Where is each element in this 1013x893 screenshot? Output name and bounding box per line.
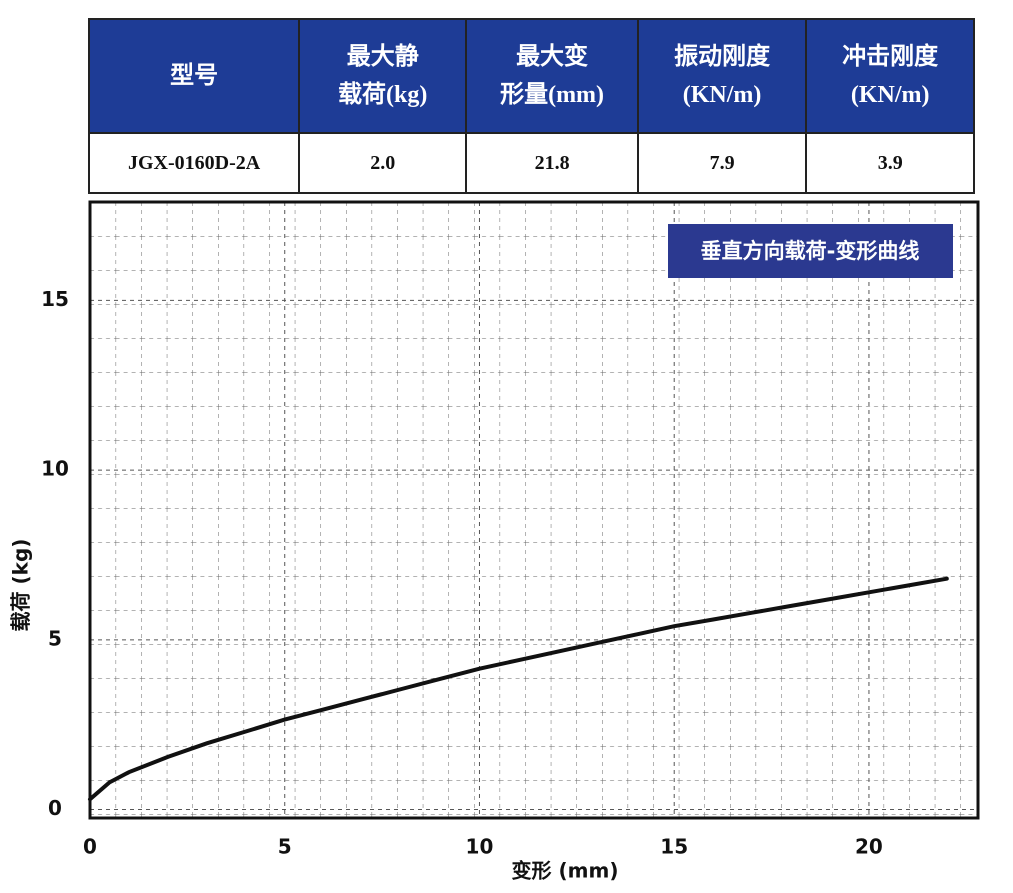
header-text: 型号 xyxy=(170,63,219,89)
header-cell: 最大静载荷(kg) xyxy=(298,18,468,134)
x-tick-label: 20 xyxy=(855,835,883,859)
y-axis-label: 载荷 (kg) xyxy=(9,539,33,632)
data-row: JGX-0160D-2A 2.0 21.8 7.9 3.9 xyxy=(87,132,975,194)
header-cell: 型号 xyxy=(87,18,301,134)
spec-table: 型号 最大静 载荷(kg) 最大变 形量(mm) 振动刚度 (KN/m) 冲击刚度 (KN/m)… xyxy=(87,18,975,194)
data-cell: 3.9 xyxy=(805,132,975,194)
header-text: 形量(mm) xyxy=(500,82,605,108)
header-text: 载荷(kg) xyxy=(338,82,428,108)
x-tick-label: 15 xyxy=(660,835,688,859)
header-cell: 冲击刚度 (KN/m) xyxy=(805,18,975,134)
x-tick-label: 5 xyxy=(278,835,292,859)
title-box xyxy=(668,224,953,278)
header-cell: 振动刚度 (KN/m) xyxy=(636,18,808,134)
header-cell: 最大变形量(mm) xyxy=(465,18,639,134)
plot-frame xyxy=(88,200,980,820)
data-cell: 7.9 xyxy=(636,132,808,194)
data-cell: 21.8 xyxy=(465,132,639,194)
header-text: (KN/m) xyxy=(682,82,762,108)
x-tick-label: 10 xyxy=(466,835,494,859)
y-tick-label: 15 xyxy=(41,287,69,311)
header-row: 型号 最大静 载荷(kg) 最大变 形量(mm) 振动刚度 (KN/m) 冲击刚度 (KN/m) xyxy=(87,18,975,134)
header-text: (KN/m) xyxy=(850,82,930,108)
data-cell: JGX-0160D-2A xyxy=(87,132,301,194)
header-text: 最大静 xyxy=(346,44,419,70)
y-tick-label: 5 xyxy=(48,626,62,650)
data-cell: 2.0 xyxy=(298,132,468,194)
y-tick-label: 0 xyxy=(48,796,62,820)
plot-background xyxy=(90,202,978,818)
table-body: JGX-0160D-2A 2.0 21.8 7.9 3.9 xyxy=(87,132,975,194)
header-text: 振动刚度 xyxy=(674,44,771,70)
x-axis-label: 变形 (mm) xyxy=(512,859,619,883)
x-tick-label: 0 xyxy=(83,835,97,859)
header-text: 冲击刚度 xyxy=(842,44,939,70)
chart-title: 垂直方向载荷-变形曲线 xyxy=(701,239,920,263)
header-text: 最大变 xyxy=(516,44,589,70)
curve xyxy=(88,576,949,802)
y-tick-label: 10 xyxy=(41,457,69,481)
